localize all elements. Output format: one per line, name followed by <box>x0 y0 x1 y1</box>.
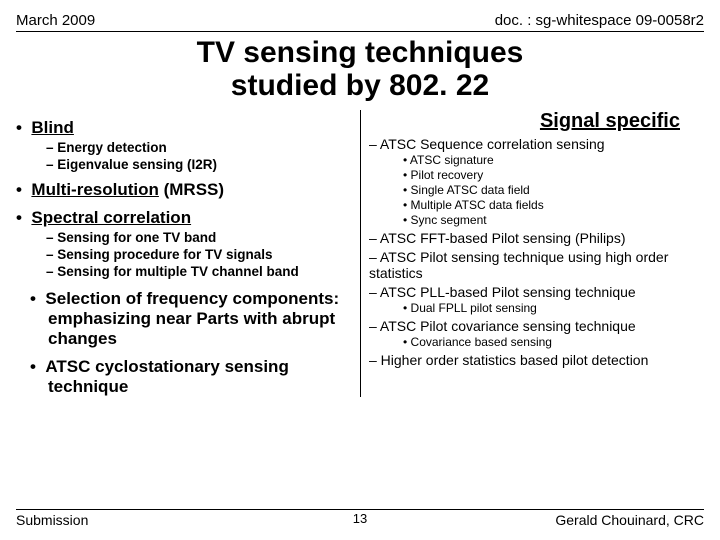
slide-title: TV sensing techniques studied by 802. 22 <box>16 36 704 102</box>
header-date: March 2009 <box>16 12 95 29</box>
sig-pilot-recovery: • Pilot recovery <box>403 168 704 182</box>
right-column: Signal specific – ATSC Sequence correlat… <box>360 110 704 397</box>
sub-energy: – Energy detection <box>46 140 354 155</box>
footer-right: Gerald Chouinard, CRC <box>555 512 704 528</box>
sub-multiple: – Sensing for multiple TV channel band <box>46 264 354 279</box>
bullet-spectral: • Spectral correlation <box>16 208 354 228</box>
sig-single-field: • Single ATSC data field <box>403 183 704 197</box>
page-number: 13 <box>353 511 367 526</box>
left-column: • Blind – Energy detection – Eigenvalue … <box>16 110 360 397</box>
sig-multi-field: • Multiple ATSC data fields <box>403 198 704 212</box>
sig-fft: – ATSC FFT-based Pilot sensing (Philips) <box>369 230 704 246</box>
sig-higher-order: – Higher order statistics based pilot de… <box>369 352 704 368</box>
footer-left: Submission <box>16 512 88 528</box>
sig-cov-based: • Covariance based sensing <box>403 335 704 349</box>
slide-header: March 2009 doc. : sg-whitespace 09-0058r… <box>16 12 704 32</box>
sub-one-band: – Sensing for one TV band <box>46 230 354 245</box>
sub-procedure: – Sensing procedure for TV signals <box>46 247 354 262</box>
sub-eigenvalue: – Eigenvalue sensing (I2R) <box>46 157 354 172</box>
bullet-cyclo: • ATSC cyclostationary sensing technique <box>16 357 354 397</box>
header-doc: doc. : sg-whitespace 09-0058r2 <box>495 12 704 29</box>
sig-signature: • ATSC signature <box>403 153 704 167</box>
sig-pll: – ATSC PLL-based Pilot sensing technique <box>369 284 704 300</box>
sig-sync: • Sync segment <box>403 213 704 227</box>
content-columns: • Blind – Energy detection – Eigenvalue … <box>16 110 704 397</box>
sig-high-order: – ATSC Pilot sensing technique using hig… <box>369 249 704 281</box>
bullet-mrss: • Multi-resolution (MRSS) <box>16 180 354 200</box>
title-line-2: studied by 802. 22 <box>16 69 704 102</box>
title-line-1: TV sensing techniques <box>16 36 704 69</box>
signal-specific-title: Signal specific <box>369 110 704 133</box>
sig-covariance: – ATSC Pilot covariance sensing techniqu… <box>369 318 704 334</box>
sig-seq-corr: – ATSC Sequence correlation sensing <box>369 136 704 152</box>
sig-dual-fpll: • Dual FPLL pilot sensing <box>403 301 704 315</box>
bullet-blind: • Blind <box>16 118 354 138</box>
bullet-selection: • Selection of frequency components: emp… <box>16 289 354 349</box>
